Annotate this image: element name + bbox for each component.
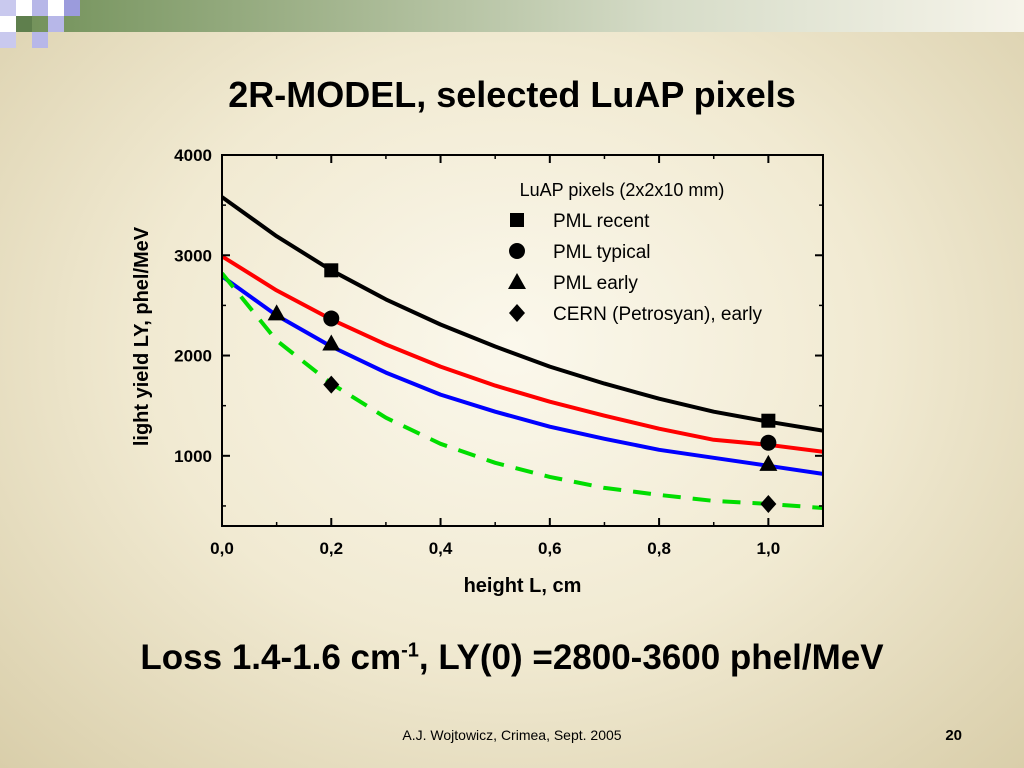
data-point-diamond: [760, 494, 777, 513]
decorative-square: [16, 16, 32, 32]
x-axis-label: height L, cm: [464, 575, 582, 597]
y-tick-label: 2000: [174, 347, 212, 366]
plot-frame: [221, 154, 824, 527]
decorative-square: [16, 0, 32, 16]
x-tick-label: 1,0: [757, 539, 781, 558]
fit-curve-3: [222, 274, 823, 476]
x-tick-label: 0,0: [210, 539, 234, 558]
x-tick-label: 0,8: [647, 539, 671, 558]
decorative-square: [32, 0, 48, 16]
legend-label: PML recent: [553, 211, 650, 232]
legend-title: LuAP pixels (2x2x10 mm): [520, 180, 725, 200]
legend-label: PML early: [553, 273, 638, 294]
y-tick-label: 4000: [174, 146, 212, 165]
data-point-diamond: [323, 375, 340, 394]
decorative-square: [48, 0, 64, 16]
fit-curve-1: [222, 195, 823, 433]
footer-text: A.J. Wojtowicz, Crimea, Sept. 2005: [402, 727, 622, 743]
y-tick-label: 3000: [174, 246, 212, 265]
caption-superscript: -1: [401, 639, 419, 662]
decorative-square: [0, 32, 16, 48]
slide-title: 2R-MODEL, selected LuAP pixels: [228, 74, 796, 115]
data-point-triangle: [267, 304, 286, 321]
x-tick-label: 0,2: [319, 539, 343, 558]
legend-label: PML typical: [553, 242, 651, 263]
data-point-square: [761, 413, 776, 428]
decorative-square: [0, 16, 16, 32]
decorative-square: [0, 0, 16, 16]
legend-label: CERN (Petrosyan), early: [553, 304, 763, 325]
caption-rest: , LY(0) =2800-3600 phel/MeV: [418, 638, 884, 677]
legend-marker-triangle: [508, 273, 526, 289]
caption: Loss 1.4-1.6 cm-1, LY(0) =2800-3600 phel…: [0, 638, 1024, 678]
data-point-triangle: [322, 334, 341, 351]
data-point-square: [324, 263, 339, 278]
data-point-circle: [760, 434, 777, 451]
x-tick-label: 0,6: [538, 539, 562, 558]
caption-main: Loss 1.4-1.6 cm: [140, 638, 402, 677]
decorative-square: [32, 32, 48, 48]
fit-curve-2: [222, 254, 823, 454]
y-tick-label: 1000: [174, 447, 212, 466]
decorative-square: [48, 16, 64, 32]
x-tick-label: 0,4: [429, 539, 453, 558]
data-point-circle: [323, 310, 340, 327]
data-point-triangle: [759, 454, 778, 471]
page-number: 20: [945, 727, 962, 744]
decorative-square: [64, 0, 80, 16]
header-gradient-bar: [0, 0, 1024, 32]
legend-marker-square: [510, 213, 524, 227]
legend-marker-diamond: [509, 304, 525, 322]
y-axis-label: light yield LY, phel/MeV: [131, 226, 153, 446]
fit-curve-4: [222, 272, 823, 510]
legend-marker-circle: [509, 243, 525, 259]
